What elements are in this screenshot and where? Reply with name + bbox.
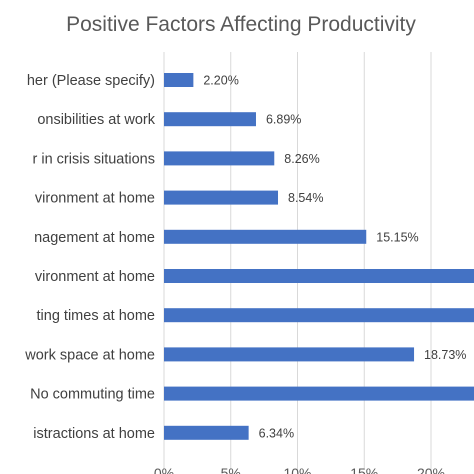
bar [164, 112, 256, 127]
x-tick-label: 15% [350, 465, 378, 474]
data-label: 2.20% [203, 74, 238, 88]
bar [164, 425, 249, 440]
category-label: istractions at home [33, 426, 155, 442]
category-label: nagement at home [34, 230, 155, 246]
data-label: 8.54% [288, 191, 323, 205]
x-tick-label: 10% [283, 465, 311, 474]
bar [164, 73, 194, 87]
category-labels: her (Please specify) onsibilities at work… [24, 73, 156, 442]
category-label: ting times at home [37, 308, 155, 324]
data-label: 15.15% [376, 230, 418, 244]
category-label: her (Please specify) [27, 73, 155, 89]
bar [164, 190, 279, 205]
bar [164, 386, 474, 401]
chart-title: Positive Factors Affecting Productivity [66, 13, 416, 36]
data-label: 18.73% [424, 348, 466, 362]
bar [164, 229, 367, 244]
bar [164, 308, 474, 323]
bar [164, 269, 474, 283]
category-label: r in crisis situations [33, 151, 155, 167]
bars [164, 73, 474, 440]
data-label: 6.89% [266, 113, 301, 127]
category-label: work space at home [24, 347, 155, 363]
data-label: 6.34% [259, 426, 294, 440]
x-tick-label: 20% [417, 465, 445, 474]
category-label: No commuting time [30, 387, 155, 403]
data-label: 8.26% [284, 152, 319, 166]
category-label: vironment at home [35, 191, 155, 207]
data-labels: 2.20% 6.89% 8.26% 8.54% 15.15% 18.73% 6.34% [203, 74, 466, 441]
x-tick-label: 0% [154, 465, 174, 474]
x-tick-label: 5% [221, 465, 241, 474]
x-axis-ticks: 0% 5% 10% 15% 20% [154, 465, 445, 474]
category-label: vironment at home [35, 269, 155, 285]
category-label: onsibilities at work [37, 112, 155, 128]
bar [164, 347, 415, 362]
bar [164, 151, 275, 166]
